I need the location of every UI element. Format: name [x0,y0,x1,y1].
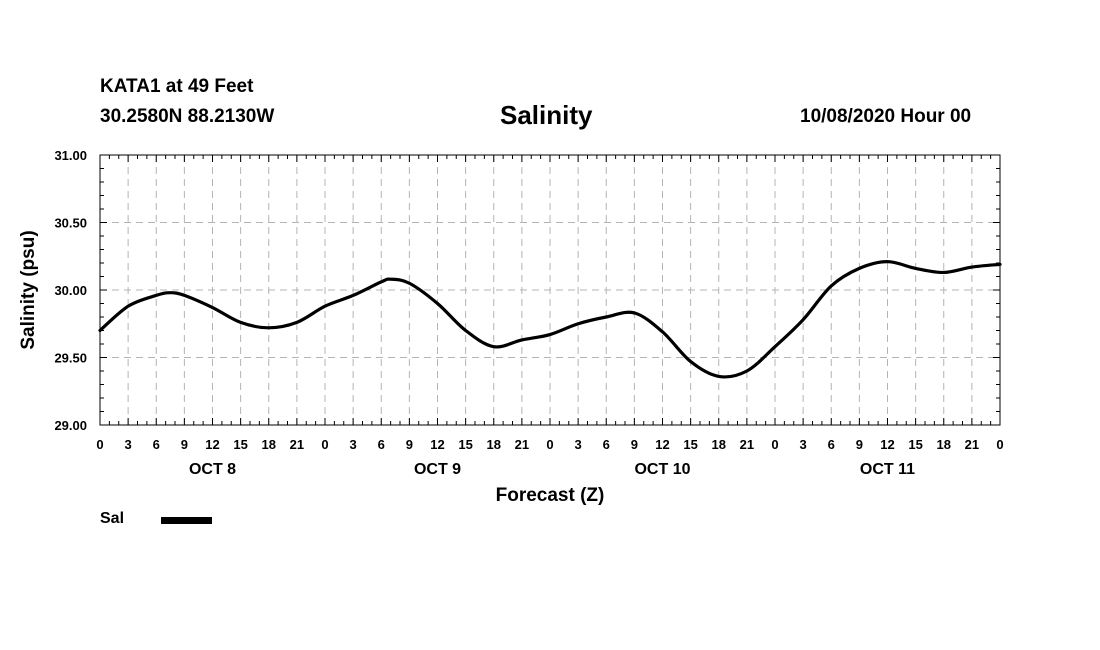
x-tick-label: 15 [233,437,247,452]
x-tick-label: 12 [655,437,669,452]
x-tick-label: 3 [125,437,132,452]
day-label: OCT 9 [414,461,461,478]
x-tick-label: 12 [430,437,444,452]
x-tick-label: 9 [631,437,638,452]
coordinates-label: 30.2580N 88.2130W [100,106,275,127]
x-tick-label: 18 [937,437,951,452]
x-tick-label: 21 [740,437,754,452]
datetime-label: 10/08/2020 Hour 00 [800,106,972,127]
day-label: OCT 8 [189,461,236,478]
legend-swatch [161,517,212,524]
x-tick-label: 21 [290,437,304,452]
day-label: OCT 10 [634,461,690,478]
y-tick-label: 29.00 [54,418,87,433]
x-tick-label: 15 [683,437,697,452]
y-tick-label: 30.00 [54,283,87,298]
x-tick-label: 6 [378,437,385,452]
y-axis-title: Salinity (psu) [18,230,39,349]
x-tick-label: 6 [828,437,835,452]
x-tick-label: 18 [712,437,726,452]
x-tick-label: 12 [880,437,894,452]
x-tick-label: 0 [321,437,328,452]
day-label: OCT 11 [860,461,915,478]
x-tick-label: 3 [575,437,582,452]
x-tick-label: 21 [965,437,979,452]
x-tick-label: 9 [406,437,413,452]
x-tick-label: 18 [262,437,276,452]
x-tick-label: 3 [350,437,357,452]
x-tick-label: 6 [153,437,160,452]
x-tick-label: 21 [515,437,529,452]
station-label: KATA1 at 49 Feet [100,76,254,97]
x-axis-title: Forecast (Z) [496,485,605,506]
x-tick-label: 9 [181,437,188,452]
x-tick-label: 9 [856,437,863,452]
x-tick-label: 12 [205,437,219,452]
x-tick-label: 6 [603,437,610,452]
legend-label: Sal [100,510,125,527]
salinity-series-line [98,260,1002,379]
x-tick-label: 15 [908,437,922,452]
y-tick-label: 30.50 [54,216,87,231]
y-tick-label: 29.50 [54,351,87,366]
x-tick-label: 0 [771,437,778,452]
x-tick-label: 3 [800,437,807,452]
chart-title: Salinity [500,100,593,130]
x-tick-label: 18 [487,437,501,452]
x-tick-label: 0 [546,437,553,452]
x-tick-label: 15 [458,437,472,452]
x-tick-label: 0 [996,437,1003,452]
x-tick-label: 0 [96,437,103,452]
y-tick-label: 31.00 [54,148,87,163]
